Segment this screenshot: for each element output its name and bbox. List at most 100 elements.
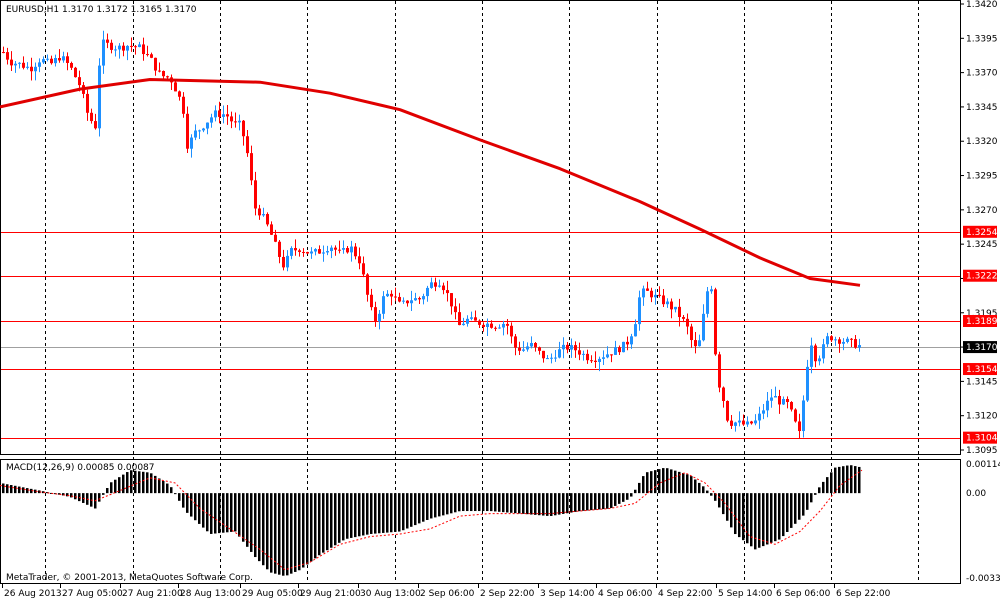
macd-bar [438,493,441,517]
candle-body [94,121,97,129]
macd-bar [550,493,553,516]
macd-bar [842,466,845,494]
price-tick-label: 1.3395 [966,34,998,44]
macd-bar [490,493,493,512]
macd-bar [650,471,653,494]
macd-bar [742,493,745,541]
candle-body [586,353,589,361]
time-tick-label: 29 Aug 05:00 [242,589,303,599]
macd-bar [570,493,573,513]
macd-bar [422,493,425,522]
candle-body [790,402,793,410]
macd-bar [598,493,601,510]
candle-body [50,58,53,64]
macd-bar [258,493,261,562]
candle-body [474,317,477,321]
candle-body [486,323,489,327]
level-tag-label: 1.3189 [966,317,998,327]
macd-bar [74,493,77,500]
macd-bar [358,493,361,537]
macd-bar [146,472,149,494]
candle-body [510,325,513,337]
macd-bar [246,493,249,547]
candle-body [574,345,577,351]
macd-bar [278,493,281,575]
level-tag [963,269,997,282]
macd-bar [226,493,229,533]
macd-bar [578,493,581,512]
time-tick-label: 6 Sep 22:00 [836,589,891,599]
candle-body [642,288,645,298]
macd-bar [162,480,165,494]
macd-bar [230,493,233,532]
macd-bar [154,475,157,494]
candle-body [654,294,657,298]
macd-bar [102,493,105,495]
candle-body [230,116,233,122]
candle-body [326,251,329,253]
candle-body [210,117,213,123]
macd-bar [478,493,481,512]
macd-bar [846,465,849,494]
macd-bar [698,482,701,494]
macd-bar [302,493,305,568]
candle-body [482,324,485,327]
candle-body [850,338,853,340]
candle-body [10,59,13,66]
candle-body [610,354,613,356]
candle-body [710,289,713,292]
macd-bar [346,493,349,539]
candle-body [166,76,169,78]
macd-bar [558,493,561,515]
candle-body [246,136,249,154]
macd-bar [486,493,489,512]
candle-body [514,336,517,348]
candle-body [430,282,433,288]
candle-body [454,306,457,313]
macd-bar [610,493,613,508]
macd-bar [242,493,245,542]
candle-body [22,62,25,68]
candle-body [546,358,549,360]
macd-bar [454,493,457,513]
price-tick-label: 1.3145 [966,377,998,387]
candle-body [378,313,381,322]
macd-bar [838,466,841,494]
macd-bar [46,492,49,494]
candle-body [98,65,101,129]
candle-body [694,340,697,347]
candle-body [606,354,609,358]
candle-body [398,296,401,302]
candle-body [550,357,553,359]
candle-body [278,241,281,257]
candle-body [558,349,561,358]
candle-body [46,58,49,60]
macd-bar [22,487,25,494]
candle-body [202,128,205,131]
macd-bar [482,493,485,512]
macd-bar [262,493,265,566]
current-price-tag-label: 1.3170 [966,343,998,353]
candle-body [14,63,17,66]
candle-body [34,66,37,72]
candle-body [618,347,621,353]
candle-body [334,247,337,250]
macd-bar [562,493,565,514]
candle-body [338,249,341,251]
macd-bar [518,493,521,514]
ma-line [0,78,861,287]
candle-body [834,339,837,341]
macd-bar [70,493,73,498]
macd-bar [2,483,5,494]
macd-bar [126,472,129,494]
macd-bar [822,481,825,494]
macd-bar [118,477,121,494]
candle-body [518,347,521,351]
candle-body [846,338,849,342]
macd-bar [14,485,17,494]
candle-body [490,323,493,328]
macd-bar [618,493,621,504]
macd-bar [50,492,53,494]
macd-bar [182,493,185,508]
